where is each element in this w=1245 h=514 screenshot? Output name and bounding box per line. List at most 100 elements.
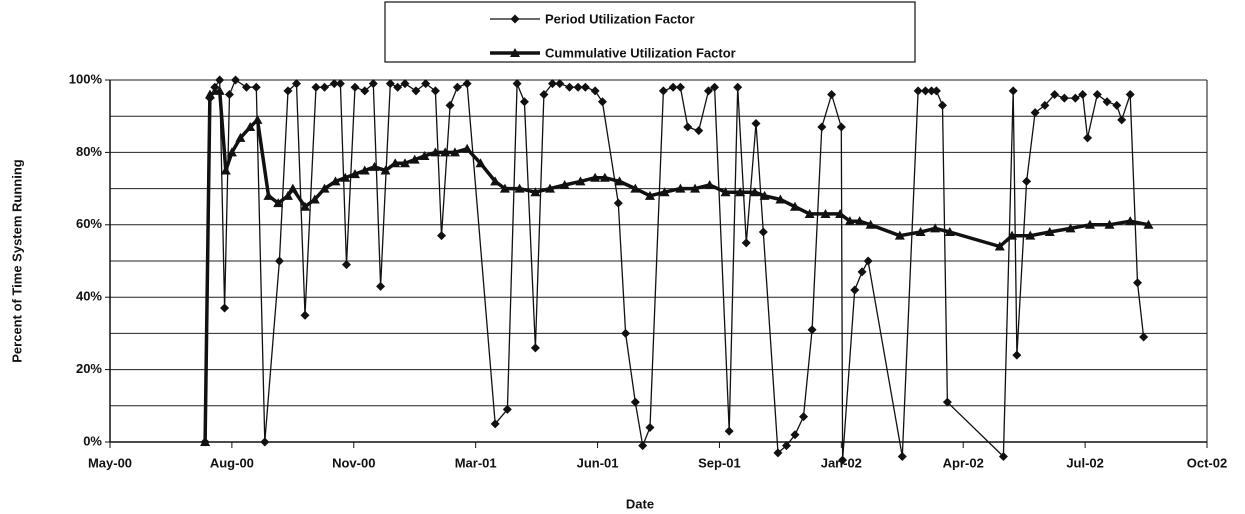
data-point (263, 190, 274, 200)
y-tick-label: 0% (83, 433, 102, 448)
data-point (854, 216, 865, 226)
x-tick-label: Aug-00 (210, 455, 254, 470)
data-point (565, 82, 575, 92)
data-point (309, 194, 320, 204)
data-point (645, 423, 655, 433)
data-point (1059, 93, 1069, 103)
x-tick-label: May-00 (88, 455, 132, 470)
data-point (597, 97, 607, 107)
x-tick-label: Nov-00 (332, 455, 375, 470)
data-point (300, 310, 310, 320)
data-point (226, 147, 237, 157)
data-point (710, 82, 720, 92)
data-point (758, 227, 768, 237)
data-point (235, 132, 246, 142)
data-point (820, 208, 831, 218)
data-point (368, 79, 378, 89)
data-point (590, 86, 600, 96)
data-point (915, 227, 926, 237)
data-point (658, 86, 668, 96)
data-point (421, 79, 431, 89)
data-point (638, 441, 648, 451)
data-point (215, 75, 225, 85)
data-point (1125, 89, 1135, 99)
x-axis-label: Date (626, 496, 654, 511)
data-point (329, 79, 339, 89)
data-point (380, 165, 391, 175)
data-point (994, 241, 1005, 251)
data-point (274, 256, 284, 266)
data-point (204, 89, 215, 99)
legend-label: Cummulative Utilization Factor (545, 45, 736, 60)
data-point (749, 187, 760, 197)
x-tick-label: Sep-01 (698, 455, 741, 470)
data-point (393, 82, 403, 92)
data-point (449, 147, 460, 157)
data-point (659, 187, 670, 197)
data-point (287, 183, 298, 193)
data-point (930, 223, 941, 233)
data-point (741, 238, 751, 248)
data-point (836, 122, 846, 132)
data-point (1050, 89, 1060, 99)
data-point (790, 201, 801, 211)
data-point (1102, 97, 1112, 107)
data-point (835, 208, 846, 218)
data-point (283, 86, 293, 96)
data-point (817, 122, 827, 132)
data-point (1022, 176, 1032, 186)
data-point (251, 82, 261, 92)
data-point (260, 437, 270, 447)
data-point (340, 172, 351, 182)
data-point (490, 419, 500, 429)
data-point (512, 79, 522, 89)
data-point (613, 198, 623, 208)
y-axis-label: Percent of Time System Running (9, 159, 24, 363)
data-point (580, 82, 590, 92)
data-point (704, 179, 715, 189)
data-point (1044, 227, 1055, 237)
data-point (844, 216, 855, 226)
data-point (385, 79, 395, 89)
data-point (804, 208, 815, 218)
data-point (863, 256, 873, 266)
data-point (519, 97, 529, 107)
data-point (720, 187, 731, 197)
data-point (411, 86, 421, 96)
data-point (897, 451, 907, 461)
y-tick-label: 40% (76, 289, 102, 304)
x-tick-label: Apr-02 (943, 455, 984, 470)
y-tick-label: 80% (76, 144, 102, 159)
data-point (437, 231, 447, 241)
data-point (1125, 216, 1136, 226)
data-point (214, 85, 225, 95)
data-point (694, 126, 704, 136)
data-point (781, 441, 791, 451)
data-point (1092, 89, 1102, 99)
data-point (630, 397, 640, 407)
data-point (799, 412, 809, 422)
legend-label: Period Utilization Factor (545, 11, 695, 26)
data-point (245, 122, 256, 132)
data-point (1083, 133, 1093, 143)
data-point (790, 430, 800, 440)
data-point (231, 75, 241, 85)
data-point (390, 158, 401, 168)
data-point (220, 303, 230, 313)
data-point (499, 183, 510, 193)
data-point (400, 79, 410, 89)
data-point (998, 451, 1008, 461)
data-point (409, 154, 420, 164)
data-point (575, 176, 586, 186)
data-point (502, 404, 512, 414)
data-point (490, 176, 501, 186)
data-point (220, 165, 231, 175)
data-point (927, 86, 937, 96)
data-point (545, 183, 556, 193)
data-point (865, 219, 876, 229)
x-tick-label: Jul-02 (1066, 455, 1104, 470)
y-tick-label: 100% (69, 71, 103, 86)
legend-marker (510, 14, 520, 24)
data-point (668, 82, 678, 92)
